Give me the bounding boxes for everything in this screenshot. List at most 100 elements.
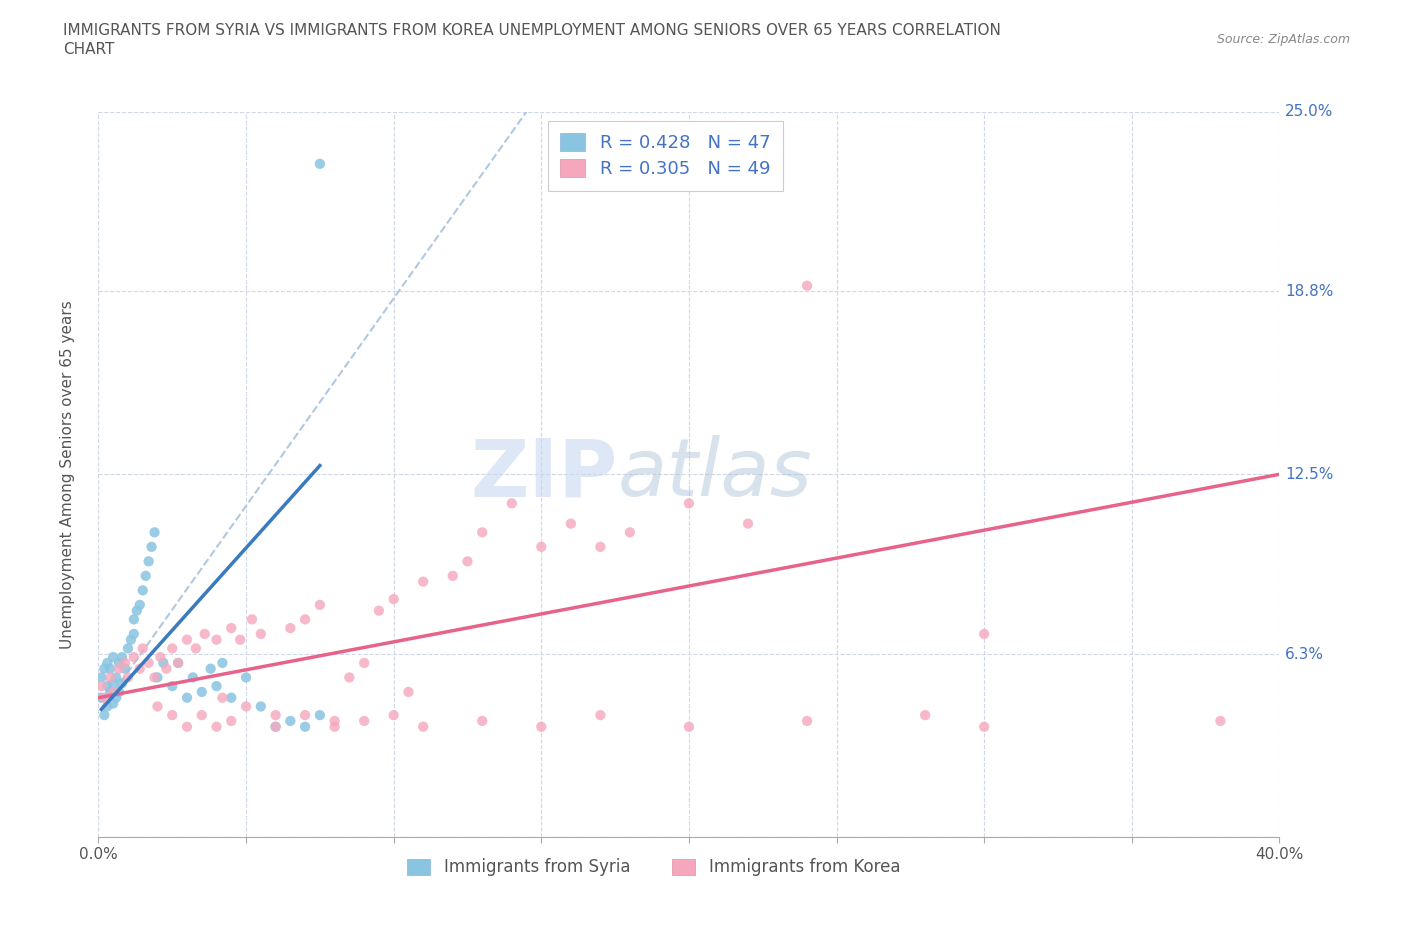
Text: 18.8%: 18.8% <box>1285 284 1334 299</box>
Point <box>205 679 228 694</box>
Point <box>619 525 641 539</box>
Point <box>280 713 302 728</box>
Point <box>471 713 494 728</box>
Point <box>117 670 139 684</box>
Point <box>264 719 287 734</box>
Point <box>128 661 150 676</box>
Point <box>530 719 553 734</box>
Point <box>191 684 214 699</box>
Point <box>103 650 125 665</box>
Text: 12.5%: 12.5% <box>1285 467 1334 482</box>
Point <box>122 650 145 665</box>
Point <box>108 661 131 676</box>
Point <box>143 525 166 539</box>
Point <box>114 661 136 676</box>
Text: Source: ZipAtlas.com: Source: ZipAtlas.com <box>1216 33 1350 46</box>
Point <box>167 656 190 671</box>
Text: IMMIGRANTS FROM SYRIA VS IMMIGRANTS FROM KOREA UNEMPLOYMENT AMONG SENIORS OVER 6: IMMIGRANTS FROM SYRIA VS IMMIGRANTS FROM… <box>63 23 1001 38</box>
Text: ZIP: ZIP <box>471 435 619 513</box>
Point <box>240 612 263 627</box>
Y-axis label: Unemployment Among Seniors over 65 years: Unemployment Among Seniors over 65 years <box>60 300 75 649</box>
Point <box>250 627 273 642</box>
Point <box>264 719 287 734</box>
Point <box>96 679 118 694</box>
Point <box>339 670 361 684</box>
Point <box>162 679 183 694</box>
Point <box>93 661 115 676</box>
Point <box>103 684 125 699</box>
Point <box>90 679 112 694</box>
Point <box>205 632 228 647</box>
Point <box>125 604 148 618</box>
Point <box>221 690 243 705</box>
Point <box>589 539 612 554</box>
Point <box>471 525 494 539</box>
Point <box>90 690 112 705</box>
Point <box>309 708 332 723</box>
Point <box>368 604 391 618</box>
Point <box>973 719 995 734</box>
Point <box>176 719 198 734</box>
Text: CHART: CHART <box>63 42 115 57</box>
Point <box>138 656 160 671</box>
Point <box>382 591 405 606</box>
Point <box>135 568 157 583</box>
Point <box>108 656 131 671</box>
Point <box>264 708 287 723</box>
Point <box>441 568 464 583</box>
Point <box>678 719 700 734</box>
Point <box>93 708 115 723</box>
Text: atlas: atlas <box>619 435 813 513</box>
Point <box>309 597 332 612</box>
Point <box>146 670 169 684</box>
Point <box>205 719 228 734</box>
Point <box>96 699 118 714</box>
Point <box>111 676 134 691</box>
Point <box>280 620 302 635</box>
Point <box>457 554 479 569</box>
Point <box>191 708 214 723</box>
Point <box>176 632 198 647</box>
Point <box>398 684 420 699</box>
Point <box>149 650 172 665</box>
Point <box>1209 713 1232 728</box>
Point <box>152 656 174 671</box>
Point <box>294 612 316 627</box>
Point <box>501 496 523 511</box>
Point <box>105 670 128 684</box>
Text: 25.0%: 25.0% <box>1285 104 1334 119</box>
Point <box>353 713 375 728</box>
Point <box>678 496 700 511</box>
Point <box>221 620 243 635</box>
Point <box>108 684 131 699</box>
Point <box>120 632 142 647</box>
Point <box>914 708 936 723</box>
Point <box>211 656 233 671</box>
Point <box>589 708 612 723</box>
Point <box>211 690 233 705</box>
Point <box>122 627 145 642</box>
Point <box>103 696 125 711</box>
Point <box>412 574 434 589</box>
Point <box>90 670 112 684</box>
Point <box>132 641 155 656</box>
Point <box>114 656 136 671</box>
Point <box>155 661 177 676</box>
Point <box>138 554 160 569</box>
Point <box>235 670 257 684</box>
Legend: Immigrants from Syria, Immigrants from Korea: Immigrants from Syria, Immigrants from K… <box>401 852 907 883</box>
Point <box>122 612 145 627</box>
Point <box>117 641 139 656</box>
Point <box>167 656 190 671</box>
Point <box>250 699 273 714</box>
Point <box>105 690 128 705</box>
Point <box>162 708 183 723</box>
Point <box>176 690 198 705</box>
Text: 6.3%: 6.3% <box>1285 646 1324 662</box>
Point <box>162 641 183 656</box>
Point <box>98 684 121 699</box>
Point <box>141 539 163 554</box>
Point <box>235 699 257 714</box>
Point <box>294 708 316 723</box>
Point <box>323 719 346 734</box>
